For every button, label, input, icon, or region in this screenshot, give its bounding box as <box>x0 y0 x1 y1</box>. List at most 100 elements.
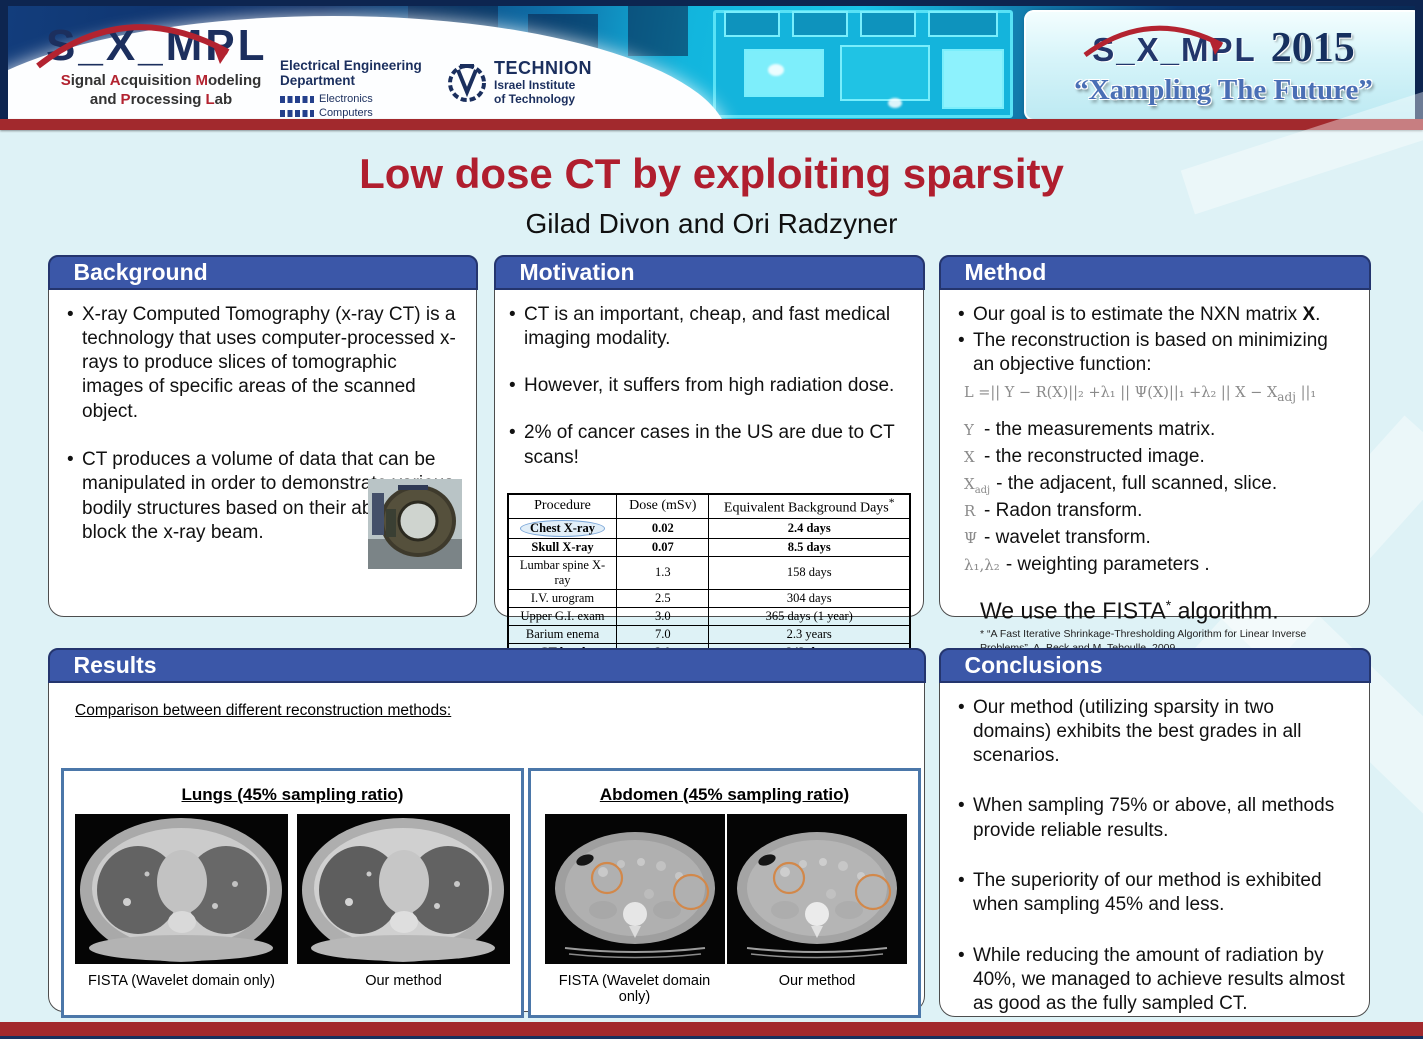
lungs-fista-label: FISTA (Wavelet domain only) <box>88 972 275 989</box>
dose-value-cell: 2.5 <box>616 588 710 608</box>
dose-table-row: Upper G.I. exam 3.0 365 days (1 year) <box>507 606 911 626</box>
equivalent-days-cell: 2.4 days <box>708 517 911 539</box>
symbol-definition-row: Ψ - wavelet transform. <box>964 526 1353 550</box>
symbol-definition-text: - weighting parameters . <box>1005 554 1210 576</box>
dose-value-cell: 7.0 <box>616 624 710 644</box>
math-symbol: λ₁,λ₂ <box>964 556 1000 575</box>
technion-name: TECHNION <box>494 58 592 78</box>
dose-table-procedure-cell: Barium enema <box>507 624 618 644</box>
symbol-definition-row: Y - the measurements matrix. <box>964 418 1353 442</box>
header-banner: S_X_MPL Signal Acquisition Modeling and Pro… <box>0 0 1423 119</box>
dose-table-row: Lumbar spine X-ray 1.3 158 days <box>507 555 911 590</box>
logo-caption-word: Acquisition <box>109 72 192 89</box>
logo-caption-word: Processing <box>120 90 202 108</box>
dose-table-row: I.V. urogram 2.5 304 days <box>507 588 911 608</box>
bullet-item: CT is an important, cheap, and fast medi… <box>507 303 911 352</box>
procedure-label: Upper G.I. exam <box>520 608 605 623</box>
panel-results: Results Comparison between different rec… <box>47 647 926 1018</box>
symbol-definition-text: - the measurements matrix. <box>984 419 1216 441</box>
bottom-navy-bar <box>0 1036 1423 1039</box>
technion-subtitle-1: Israel Institute <box>494 78 576 92</box>
equivalent-days-cell: 8.5 days <box>708 537 911 557</box>
monitor-graphic <box>713 10 1013 118</box>
squares-icon <box>280 109 314 117</box>
ee-department-block: Electrical Engineering Department Electr… <box>280 58 440 119</box>
bullet-item: The superiority of our method is exhibit… <box>956 869 1353 918</box>
panel-motivation: Motivation CT is an important, cheap, an… <box>493 254 925 683</box>
technion-logo-icon <box>448 64 486 102</box>
poster-authors: Gilad Divon and Ori Radzyner <box>525 208 898 239</box>
panel-results-title: Results <box>73 651 157 678</box>
logo-caption-word: Signal <box>60 72 106 89</box>
math-symbol: Ψ <box>964 529 978 548</box>
symbol-definition-row: λ₁,λ₂ - weighting parameters . <box>964 553 1353 577</box>
abdomen-ct-our-method-image <box>727 813 907 964</box>
bullet-item: X-ray Computed Tomography (x-ray CT) is … <box>65 303 460 425</box>
equivalent-days-cell: 365 days (1 year) <box>708 606 911 626</box>
technion-logo: TECHNION Israel Institute of Technology <box>446 58 592 108</box>
dose-table-row: Skull X-ray 0.07 8.5 days <box>507 537 911 557</box>
fista-statement: We use the FISTA* algorithm. <box>980 597 1279 624</box>
ct-scanner-photo <box>368 479 462 574</box>
symbol-definition-row: Xadj - the adjacent, full scanned, slice… <box>964 472 1353 496</box>
sampl-logo-caption: Signal Acquisition Modeling and Processing L… <box>46 72 276 110</box>
bullet-item: Our method (utilizing sparsity in two do… <box>956 696 1353 769</box>
procedure-label: Chest X-ray <box>520 519 605 537</box>
bullet-item: CT produces a volume of data that can be… <box>65 448 460 545</box>
abdomen-group-title: Abdomen (45% sampling ratio) <box>599 784 850 804</box>
sampl-logo-arc-icon <box>36 24 230 69</box>
lungs-our-method-label: Our method <box>365 972 442 989</box>
circuit-block <box>628 6 688 56</box>
math-symbol: Xadj <box>964 475 991 497</box>
lungs-group-title: Lungs (45% sampling ratio) <box>181 784 404 804</box>
logo-caption-word: Lab <box>205 90 233 108</box>
sampl-lab-logo: S_X_MPL Signal Acquisition Modeling and Pro… <box>36 24 276 110</box>
bottom-red-bar <box>0 1022 1423 1036</box>
department-item: Electronics <box>280 93 440 105</box>
panel-conclusions: Conclusions Our method (utilizing sparsi… <box>938 647 1371 1017</box>
panel-motivation-header: Motivation <box>493 254 925 290</box>
abdomen-our-method-label: Our method <box>778 972 856 989</box>
sampl-2015-badge: S_X_MPL 2015 “Xampling The Future” <box>1024 10 1415 119</box>
badge-slogan: “Xampling The Future” <box>1074 74 1373 106</box>
symbol-definition-text: - the reconstructed image. <box>984 446 1205 468</box>
procedure-label: Lumbar spine X-ray <box>519 557 606 587</box>
technion-subtitle-2: of Technology <box>494 91 576 106</box>
results-group-lungs: Lungs (45% sampling ratio) <box>61 767 524 1018</box>
department-title: Electrical Engineering Department <box>280 58 422 88</box>
dose-table-procedure-cell: I.V. urogram <box>507 588 618 608</box>
panel-background: Background X-ray Computed Tomography (x-… <box>47 254 478 617</box>
dose-table-procedure-cell: Upper G.I. exam <box>507 606 618 626</box>
panel-conclusions-header: Conclusions <box>938 647 1371 683</box>
symbol-definition-row: X - the reconstructed image. <box>964 445 1353 469</box>
lung-ct-our-method-image <box>297 813 510 964</box>
dose-value-cell: 3.0 <box>616 606 710 626</box>
dose-table-header-procedure: Procedure <box>507 493 618 519</box>
dose-value-cell: 1.3 <box>616 555 710 590</box>
poster-title: Low dose CT by exploiting sparsity <box>359 150 1064 197</box>
panel-background-title: Background <box>73 258 208 285</box>
badge-logo-arc-icon <box>1083 25 1224 58</box>
bullet-item: While reducing the amount of radiation b… <box>956 944 1353 1017</box>
panel-results-header: Results <box>47 647 926 683</box>
abdomen-ct-fista-image <box>544 813 725 964</box>
math-symbol: X <box>964 448 975 467</box>
panel-method-title: Method <box>964 258 1047 285</box>
equivalent-days-cell: 2.3 years <box>708 624 911 644</box>
results-group-abdomen: Abdomen (45% sampling ratio) <box>528 767 921 1018</box>
bullet-item: However, it suffers from high radiation … <box>507 374 911 399</box>
department-item-label: Electronics <box>319 93 373 105</box>
equivalent-days-cell: 158 days <box>708 555 911 590</box>
lung-ct-fista-image <box>75 813 288 964</box>
panel-motivation-title: Motivation <box>519 258 635 285</box>
badge-logo-text: S_X_MPL <box>1083 25 1256 69</box>
symbol-definition-text: - wavelet transform. <box>984 527 1151 549</box>
dose-table-procedure-cell: Lumbar spine X-ray <box>507 555 618 590</box>
badge-year: 2015 <box>1270 25 1355 71</box>
bullet-item: When sampling 75% or above, all methods … <box>956 794 1353 843</box>
symbol-definition-text: - Radon transform. <box>984 500 1143 522</box>
equivalent-days-cell: 304 days <box>708 588 911 608</box>
procedure-label: I.V. urogram <box>530 590 595 605</box>
dose-value-cell: 0.02 <box>616 517 710 539</box>
